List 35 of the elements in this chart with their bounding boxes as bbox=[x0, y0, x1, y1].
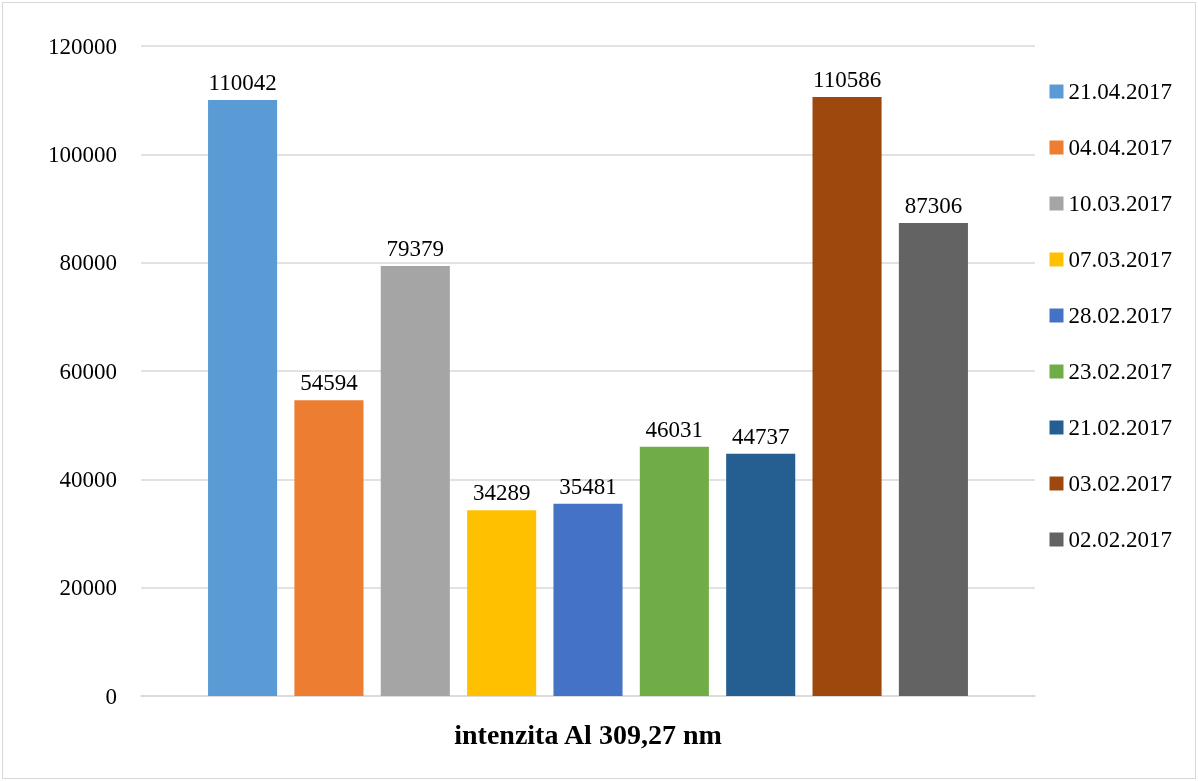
data-label: 34289 bbox=[472, 480, 531, 506]
bar bbox=[553, 503, 623, 696]
y-tick-label: 120000 bbox=[48, 33, 117, 59]
y-tick-label: 80000 bbox=[59, 250, 117, 276]
y-tick-label: 0 bbox=[105, 683, 117, 709]
x-tick-label: intenzita Al 309,27 nm bbox=[454, 718, 722, 750]
bar bbox=[208, 99, 278, 696]
legend-label: 07.03.2017 bbox=[1068, 247, 1172, 272]
bar bbox=[380, 266, 450, 696]
legend-label: 21.02.2017 bbox=[1068, 415, 1172, 440]
legend-label: 28.02.2017 bbox=[1068, 303, 1172, 328]
bar bbox=[898, 223, 968, 696]
legend-label: 04.04.2017 bbox=[1068, 135, 1172, 160]
data-label: 110042 bbox=[208, 69, 277, 95]
bar bbox=[726, 453, 796, 696]
y-tick-label: 20000 bbox=[59, 575, 117, 601]
data-label: 87306 bbox=[904, 193, 963, 219]
data-label: 79379 bbox=[386, 236, 445, 262]
legend-label: 02.02.2017 bbox=[1068, 527, 1172, 552]
bar bbox=[467, 510, 537, 696]
bar bbox=[812, 96, 882, 696]
bar bbox=[639, 446, 709, 696]
data-label: 35481 bbox=[559, 473, 617, 499]
legend-label: 21.04.2017 bbox=[1068, 79, 1172, 104]
legend-label: 03.02.2017 bbox=[1068, 471, 1172, 496]
data-label: 44737 bbox=[731, 423, 790, 449]
legend-label: 23.02.2017 bbox=[1068, 359, 1172, 384]
y-tick-label: 60000 bbox=[59, 358, 117, 384]
data-label: 110586 bbox=[812, 66, 882, 92]
bar bbox=[294, 400, 364, 696]
y-tick-label: 100000 bbox=[48, 141, 117, 167]
legend-label: 10.03.2017 bbox=[1068, 191, 1172, 216]
y-tick-label: 40000 bbox=[59, 466, 117, 492]
data-label: 54594 bbox=[300, 370, 359, 396]
data-label: 46031 bbox=[645, 416, 704, 442]
